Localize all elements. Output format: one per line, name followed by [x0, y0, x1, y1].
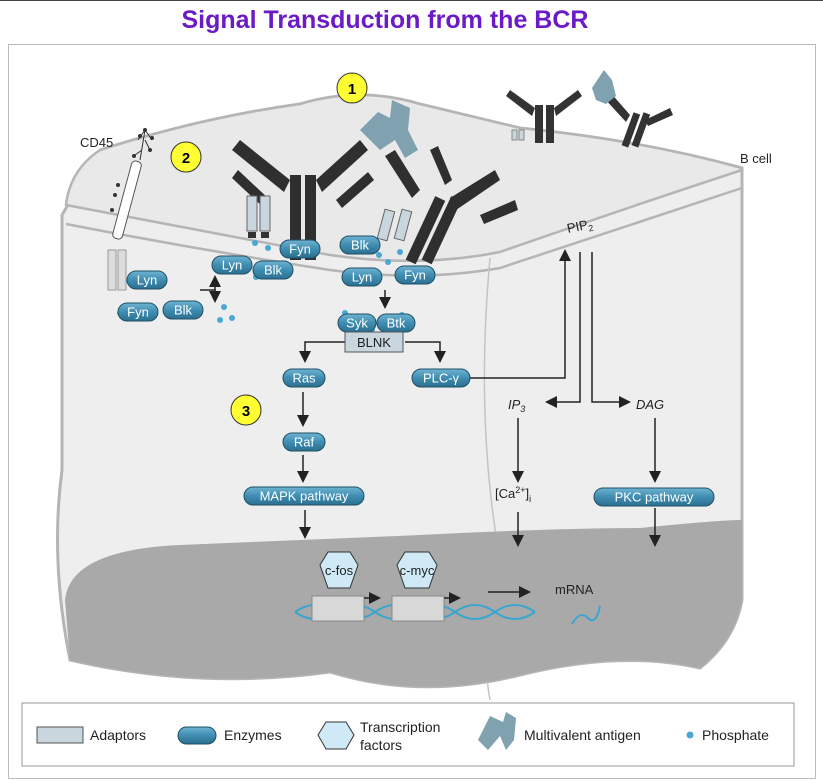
- b-cell-label: B cell: [740, 151, 772, 166]
- legend-enzyme-swatch: [177, 726, 217, 745]
- enzyme-lyn-left: [126, 270, 168, 290]
- enzyme-blk-right-label: Blk: [351, 238, 370, 253]
- signal-arrows: [200, 249, 661, 598]
- enzyme-ras: [282, 368, 326, 388]
- enzyme-fyn-left-label: Fyn: [127, 305, 149, 320]
- enzyme-lyn-mid: [211, 255, 253, 275]
- enzyme-pkc-label: PKC pathway: [615, 490, 694, 505]
- pip2-label: PIP2: [566, 216, 595, 238]
- enzyme-mapk-label: MAPK pathway: [260, 489, 349, 504]
- enzyme-plc: [411, 368, 471, 388]
- cd45-label: CD45: [80, 135, 113, 150]
- enzyme-syk-label: Syk: [346, 316, 368, 331]
- enzyme-lyn-right-label: Lyn: [352, 270, 372, 285]
- enzyme-lyn-left-label: Lyn: [137, 273, 157, 288]
- legend-tf-line2: factors: [360, 737, 402, 753]
- enzyme-raf: [282, 432, 326, 452]
- enzyme-lyn-right: [341, 267, 383, 287]
- dna-strand: [294, 592, 536, 622]
- enzyme-blk-left-label: Blk: [174, 303, 193, 318]
- enzyme-raf-label: Raf: [294, 435, 315, 450]
- blnk-adaptor: [344, 331, 404, 353]
- tf-cmyc-shape: [396, 551, 438, 589]
- enzyme-blk-right: [339, 235, 381, 255]
- blnk-label: BLNK: [357, 335, 391, 350]
- ip3-label: IP3: [508, 397, 525, 414]
- enzyme-blk-mid: [252, 260, 294, 280]
- enzyme-group: Lyn Fyn Blk Lyn Blk Fyn Blk Lyn Fyn Syk Btk PLC-γ Ra…: [117, 235, 715, 507]
- enzyme-fyn-right-label: Fyn: [404, 268, 426, 283]
- enzyme-plc-label: PLC-γ: [423, 371, 460, 386]
- legend-antigen-swatch: [478, 712, 516, 750]
- enzyme-mapk: [243, 486, 365, 506]
- legend-adaptors: Adaptors: [90, 727, 146, 743]
- enzyme-ras-label: Ras: [292, 371, 316, 386]
- mrna-label: mRNA: [555, 582, 594, 597]
- cd45-receptor: [107, 128, 154, 291]
- marker-3: 3: [230, 394, 262, 426]
- dag-label: DAG: [636, 397, 664, 412]
- legend-tf-line1: Transcription: [360, 719, 440, 735]
- legend-antigen: Multivalent antigen: [524, 727, 641, 743]
- legend-tf-swatch: [317, 721, 355, 750]
- svg-text:1: 1: [348, 81, 356, 98]
- enzyme-fyn-mid-label: Fyn: [289, 242, 311, 257]
- marker-1: 1: [336, 72, 368, 104]
- svg-text:3: 3: [242, 403, 250, 420]
- top-rule: [0, 0, 823, 1]
- tf-cfos-label: c-fos: [325, 563, 354, 578]
- bcr-receptor-right: [385, 146, 518, 265]
- svg-text:2: 2: [182, 150, 190, 167]
- tf-cfos-shape: [319, 551, 359, 589]
- antigen-main: [360, 100, 418, 158]
- mrna-strand: [571, 605, 601, 625]
- antigen-background: [592, 70, 616, 104]
- enzyme-fyn-mid: [279, 239, 321, 259]
- enzyme-lyn-mid-label: Lyn: [222, 258, 242, 273]
- calcium-label: [Ca2+]i: [495, 485, 531, 504]
- legend-enzymes: Enzymes: [224, 727, 282, 743]
- legend-phosphate-swatch: [686, 731, 694, 739]
- legend-phosphate: Phosphate: [702, 727, 769, 743]
- enzyme-btk-label: Btk: [387, 316, 406, 331]
- legend-adaptor-swatch: [36, 726, 84, 744]
- enzyme-blk-mid-label: Blk: [264, 263, 283, 278]
- tf-cmyc-label: c-myc: [400, 563, 435, 578]
- marker-2: 2: [170, 141, 202, 173]
- ig-alpha-beta-right: [376, 208, 413, 242]
- enzyme-fyn-right: [394, 265, 436, 285]
- page-title: Signal Transduction from the BCR: [181, 6, 589, 34]
- ig-alpha-beta-left: [246, 195, 271, 238]
- enzyme-pkc: [593, 487, 715, 507]
- legend: Adaptors Enzymes Transcription factors M…: [21, 702, 795, 767]
- enzyme-blk-left: [162, 300, 204, 320]
- enzyme-fyn-left: [117, 302, 159, 322]
